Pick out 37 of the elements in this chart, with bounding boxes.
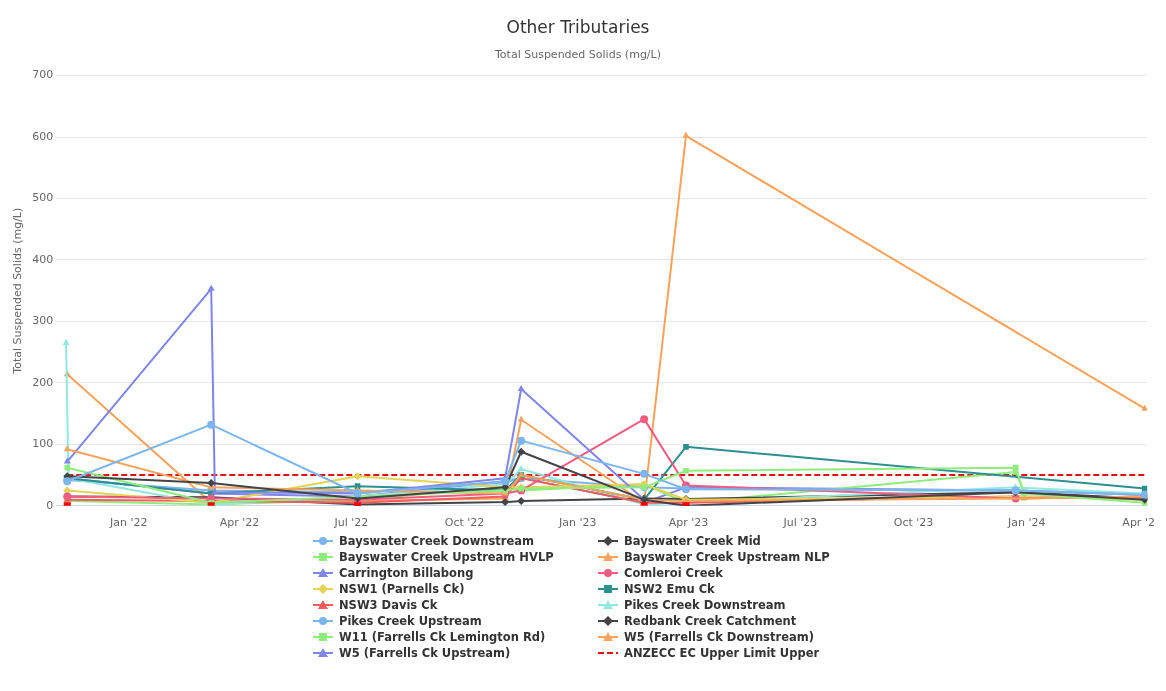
legend-label: Carrington Billabong: [339, 565, 474, 580]
legend-label: Bayswater Creek Upstream NLP: [624, 549, 830, 564]
y-tick-label: 700: [32, 68, 54, 82]
chart-subtitle: Total Suspended Solids (mg/L): [494, 47, 661, 61]
y-tick-label: 400: [32, 252, 54, 266]
legend-label: Bayswater Creek Downstream: [339, 533, 535, 548]
legend-label: NSW3 Davis Ck: [339, 597, 438, 612]
x-tick-label: Jan '24: [1006, 516, 1046, 530]
y-tick-label: 200: [32, 375, 54, 389]
x-tick-label: Jul '23: [782, 516, 818, 530]
x-tick-label: Jan '22: [109, 516, 148, 530]
x-tick-label: Oct '23: [893, 516, 934, 530]
legend-label: Bayswater Creek Mid: [624, 533, 761, 548]
legend-label: Redbank Creek Catchment: [624, 613, 797, 628]
x-tick-label: Apr '22: [219, 516, 260, 530]
x-tick-label: Jul '22: [333, 516, 369, 530]
legend-label: W5 (Farrells Ck Upstream): [339, 645, 511, 660]
x-tick-label: Apr '23: [668, 516, 709, 530]
y-tick-label: 0: [46, 498, 54, 512]
x-tick-label: Jan '23: [558, 516, 597, 530]
legend-label: W11 (Farrells Ck Lemington Rd): [339, 629, 546, 644]
legend-label: ANZECC EC Upper Limit Upper: [624, 645, 820, 660]
legend-label: Pikes Creek Downstream: [624, 597, 786, 612]
y-tick-label: 100: [32, 437, 54, 451]
legend-label: W5 (Farrells Ck Downstream): [624, 629, 814, 644]
x-tick-label: Apr '2: [1122, 516, 1155, 530]
legend-label: Pikes Creek Upstream: [339, 613, 482, 628]
y-axis-title: Total Suspended Solids (mg/L): [11, 207, 25, 375]
legend-label: NSW2 Emu Ck: [624, 581, 715, 596]
y-tick-label: 600: [32, 129, 54, 143]
legend-label: Comleroi Creek: [624, 565, 723, 580]
chart-title: Other Tributaries: [506, 16, 650, 37]
x-tick-label: Oct '22: [444, 516, 485, 530]
y-tick-label: 500: [32, 191, 54, 205]
y-tick-label: 300: [32, 314, 54, 328]
legend-label: Bayswater Creek Upstream HVLP: [339, 549, 554, 564]
legend-label: NSW1 (Parnells Ck): [339, 581, 465, 596]
